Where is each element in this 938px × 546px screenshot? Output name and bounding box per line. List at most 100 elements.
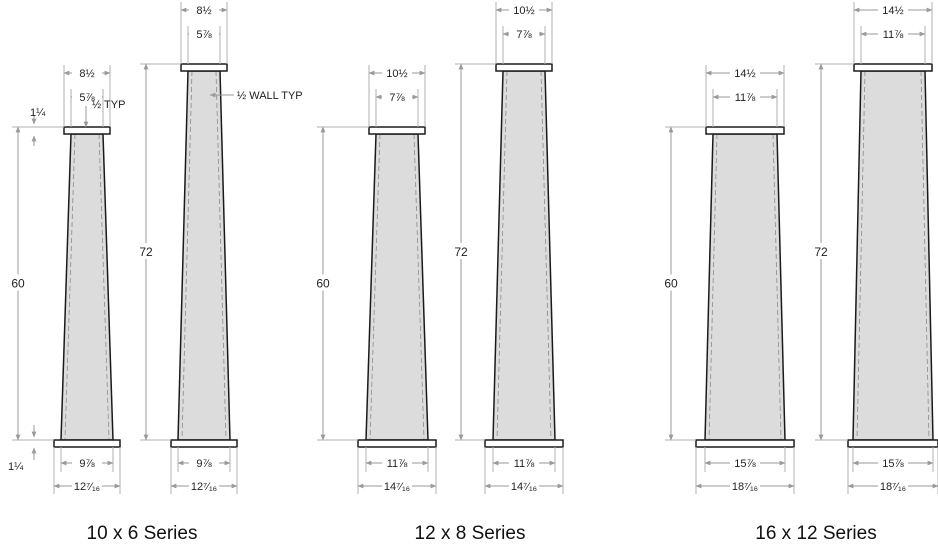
- inner-wall-line: [856, 70, 866, 441]
- cap-thickness-top-label: 1¼: [30, 107, 46, 119]
- column-tall: 14½ 11⅞ 15⅞ 18⁷⁄₁₆ 72: [811, 2, 938, 494]
- bottom-inner-dimension-label: 9⅞: [79, 458, 95, 470]
- bottom-outer-dimension-label: 18⁷⁄₁₆: [732, 481, 758, 493]
- inner-wall-line: [920, 70, 930, 441]
- bottom-inner-dimension-label: 9⅞: [196, 458, 212, 470]
- height-label-bg: [8, 274, 28, 291]
- top-inner-dimension-label: 11⅞: [883, 29, 904, 41]
- bottom-inner-dimension-label-bg: [730, 455, 760, 469]
- bottom-outer-dimension-label: 12⁷⁄₁₆: [191, 481, 217, 493]
- bottom-outer-dimension-label: 12⁷⁄₁₆: [74, 481, 100, 493]
- column-short: 10½ 7⅞ 11⅞ 14⁷⁄₁₆ 60: [313, 65, 437, 494]
- top-inner-dimension-label: 11⅞: [735, 92, 756, 104]
- cap-thickness-bottom-note: 1¼: [8, 425, 37, 473]
- top-inner-dimension-label-bg: [878, 26, 908, 40]
- bottom-outer-dimension-label-bg: [509, 478, 539, 492]
- series-group: 10 x 6 Series 8½ 5⅞ 9⅞ 12⁷⁄₁₆ 60 8½ 5⅞ 9⅞ 12⁷⁄₁₆ 7…: [8, 2, 238, 544]
- bottom-inner-dimension-label: 15⅞: [734, 458, 756, 470]
- inner-wall-line: [181, 70, 193, 441]
- top-outer-dimension-label: 14½: [734, 68, 755, 80]
- column-shaft: [704, 133, 786, 441]
- top-outer-dimension-label: 8½: [196, 5, 211, 17]
- inner-wall-line: [708, 133, 718, 441]
- top-cap: [853, 63, 933, 72]
- bottom-outer-dimension-label-bg: [72, 478, 102, 492]
- cap-thickness-bottom-label: 1¼: [8, 461, 24, 473]
- top-outer-dimension-label: 10½: [513, 5, 534, 17]
- bottom-inner-dimension-label: 11⅞: [387, 458, 408, 470]
- inner-wall-line: [369, 133, 381, 441]
- top-inner-dimension-label: 7⅞: [389, 92, 405, 104]
- height-dimension-label: 60: [316, 277, 330, 291]
- top-inner-dimension-label-bg: [72, 89, 102, 103]
- height-label-bg: [136, 243, 156, 259]
- inner-wall-line: [772, 133, 782, 441]
- bottom-outer-dimension-label: 18⁷⁄₁₆: [880, 481, 906, 493]
- top-outer-dimension-label: 8½: [79, 68, 94, 80]
- column-shaft: [60, 133, 114, 441]
- inner-wall-line: [496, 70, 508, 441]
- top-outer-dimension-label-bg: [382, 65, 412, 79]
- bottom-cap: [53, 439, 121, 448]
- inner-wall-line: [64, 133, 76, 441]
- typ-note-label: ½ TYP: [92, 99, 125, 111]
- top-inner-dimension-label-bg: [382, 89, 412, 103]
- bottom-outer-dimension-label-bg: [382, 478, 412, 492]
- columns-layer: 10 x 6 Series 8½ 5⅞ 9⅞ 12⁷⁄₁₆ 60 8½ 5⅞ 9⅞ 12⁷⁄₁₆ 7…: [8, 2, 938, 544]
- top-outer-dimension-label-bg: [730, 65, 760, 79]
- bottom-inner-dimension-label-bg: [72, 455, 102, 469]
- height-dimension-label: 60: [664, 277, 678, 291]
- height-label-bg: [661, 274, 681, 291]
- top-outer-dimension-label: 10½: [386, 68, 407, 80]
- bottom-cap: [170, 439, 238, 448]
- bottom-inner-dimension-label: 15⅞: [882, 458, 904, 470]
- cap-thickness-top-note: 1¼: [30, 107, 46, 146]
- inner-wall-line: [98, 133, 110, 441]
- bottom-cap: [357, 439, 437, 448]
- top-inner-dimension-label: 7⅞: [516, 29, 532, 41]
- bottom-outer-dimension-label: 14⁷⁄₁₆: [511, 481, 537, 493]
- bottom-inner-dimension-label: 11⅞: [514, 458, 535, 470]
- top-cap: [368, 126, 426, 135]
- bottom-outer-dimension-label-bg: [730, 478, 760, 492]
- inner-wall-line: [413, 133, 425, 441]
- top-outer-dimension-label-bg: [878, 2, 908, 16]
- height-label-bg: [811, 243, 831, 259]
- bottom-inner-dimension-label-bg: [189, 455, 219, 469]
- top-outer-dimension-label-bg: [509, 2, 539, 16]
- bottom-cap: [847, 439, 938, 448]
- height-dimension-label: 72: [454, 245, 468, 259]
- wall-note: ½ WALL TYP: [209, 90, 303, 102]
- top-cap: [495, 63, 553, 72]
- top-outer-dimension-label-bg: [189, 2, 219, 16]
- top-inner-dimension-label-bg: [730, 89, 760, 103]
- column-short: 8½ 5⅞ 9⅞ 12⁷⁄₁₆ 60: [8, 65, 121, 494]
- series-title: 10 x 6 Series: [87, 523, 198, 544]
- top-cap: [705, 126, 785, 135]
- typ-note: ½ TYP: [83, 99, 125, 128]
- top-inner-dimension-label-bg: [189, 26, 219, 40]
- inner-wall-line: [540, 70, 552, 441]
- bottom-outer-dimension-label: 14⁷⁄₁₆: [384, 481, 410, 493]
- top-outer-dimension-label: 14½: [882, 5, 903, 17]
- column-shaft: [177, 70, 231, 441]
- height-dimension-label: 72: [814, 245, 828, 259]
- height-label-bg: [313, 274, 333, 291]
- series-title: 16 x 12 Series: [755, 523, 876, 544]
- bottom-cap: [695, 439, 795, 448]
- wall-note-label: ½ WALL TYP: [237, 90, 303, 102]
- height-dimension-label: 72: [139, 245, 153, 259]
- series-group: 16 x 12 Series 14½ 11⅞ 15⅞ 18⁷⁄₁₆ 60 14½ 11⅞ 15⅞…: [661, 2, 938, 544]
- column-short: 14½ 11⅞ 15⅞ 18⁷⁄₁₆ 60: [661, 65, 795, 494]
- column-shaft: [852, 70, 934, 441]
- top-cap: [180, 63, 228, 72]
- bottom-inner-dimension-label-bg: [878, 455, 908, 469]
- series-title: 12 x 8 Series: [415, 523, 526, 544]
- height-label-bg: [451, 243, 471, 259]
- top-cap: [63, 126, 111, 135]
- bottom-inner-dimension-label-bg: [382, 455, 412, 469]
- series-group: 12 x 8 Series 10½ 7⅞ 11⅞ 14⁷⁄₁₆ 60 10½ 7⅞ 11⅞ 14⁷…: [313, 2, 564, 544]
- inner-wall-line: [215, 70, 227, 441]
- height-dimension-label: 60: [11, 277, 25, 291]
- top-inner-dimension-label: 5⅞: [196, 29, 212, 41]
